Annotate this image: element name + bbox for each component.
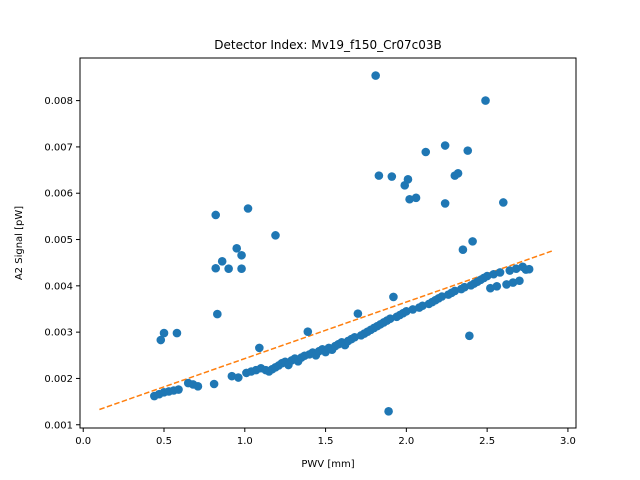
data-point	[237, 250, 246, 260]
data-point	[511, 264, 521, 274]
data-point	[440, 141, 450, 150]
y-axis-label: A2 Signal [pW]	[14, 206, 25, 280]
data-point	[211, 210, 221, 220]
data-point	[387, 172, 397, 181]
data-point	[495, 268, 505, 277]
data-point	[237, 264, 246, 274]
y-tick-label: 0.004	[44, 281, 73, 292]
y-tick-label: 0.005	[44, 235, 73, 246]
data-point	[227, 371, 237, 381]
data-point	[505, 266, 515, 275]
fit-layer	[99, 250, 553, 411]
x-tick-label: 2.5	[479, 436, 495, 447]
data-point	[271, 231, 280, 240]
data-point	[243, 204, 253, 213]
plot-frame	[79, 57, 577, 429]
data-point	[421, 147, 431, 157]
data-point	[499, 198, 508, 207]
y-tick-label: 0.001	[44, 420, 73, 431]
data-point	[174, 385, 183, 394]
y-axis: 0.001 0.002 0.003 0.004 0.005 0.006 0.007 0.008	[44, 96, 80, 431]
data-point	[524, 264, 534, 274]
data-point	[460, 282, 469, 292]
data-point	[211, 263, 221, 273]
data-point	[468, 237, 477, 246]
data-point	[209, 379, 219, 389]
data-point	[453, 169, 463, 178]
data-point	[437, 292, 447, 301]
x-tick-label: 1.0	[237, 436, 253, 447]
chart-title: Detector Index: Mv19_f150_Cr07c03B	[214, 38, 442, 52]
data-point	[403, 175, 413, 184]
data-point	[217, 256, 227, 266]
data-point	[374, 171, 384, 180]
data-point	[384, 407, 393, 416]
data-point	[389, 292, 398, 302]
data-point	[489, 269, 498, 279]
data-point	[353, 309, 363, 318]
x-tick-label: 3.0	[560, 436, 576, 447]
data-point	[486, 283, 495, 293]
y-tick-label: 0.002	[44, 374, 73, 385]
data-point	[492, 282, 502, 291]
data-point	[405, 194, 414, 204]
points-layer	[150, 71, 534, 416]
data-point	[234, 373, 243, 382]
y-tick-label: 0.008	[44, 96, 73, 107]
x-tick-label: 2.0	[398, 436, 414, 447]
data-point	[411, 193, 421, 203]
x-axis-label: PWV [mm]	[301, 459, 354, 470]
data-point	[402, 307, 411, 316]
data-point	[224, 264, 233, 274]
x-tick-label: 0.0	[75, 436, 91, 447]
data-point	[232, 244, 242, 253]
data-point	[465, 331, 474, 341]
data-point	[508, 278, 518, 287]
data-point	[213, 309, 222, 319]
data-point	[385, 314, 395, 324]
data-point	[255, 343, 264, 353]
data-point	[350, 332, 359, 342]
data-point	[172, 328, 182, 338]
data-point	[463, 146, 473, 155]
x-axis: 0.0 0.5 1.0 1.5 2.0 2.5 3.0	[75, 428, 576, 447]
y-tick-label: 0.007	[44, 142, 73, 153]
data-point	[515, 276, 524, 286]
data-point	[450, 286, 460, 296]
data-point	[481, 96, 490, 105]
data-point	[156, 335, 166, 345]
data-point	[193, 382, 203, 391]
data-point	[408, 305, 418, 314]
data-point	[303, 327, 313, 336]
data-point	[440, 199, 450, 208]
data-point	[482, 271, 492, 281]
data-point	[159, 328, 169, 338]
x-tick-label: 1.5	[318, 436, 334, 447]
data-point	[418, 301, 427, 311]
y-tick-label: 0.006	[44, 189, 73, 200]
data-point	[502, 280, 511, 289]
data-point	[371, 71, 380, 80]
fit-line	[99, 250, 553, 411]
y-tick-label: 0.003	[44, 328, 73, 339]
data-point	[458, 245, 468, 255]
x-tick-label: 0.5	[156, 436, 172, 447]
